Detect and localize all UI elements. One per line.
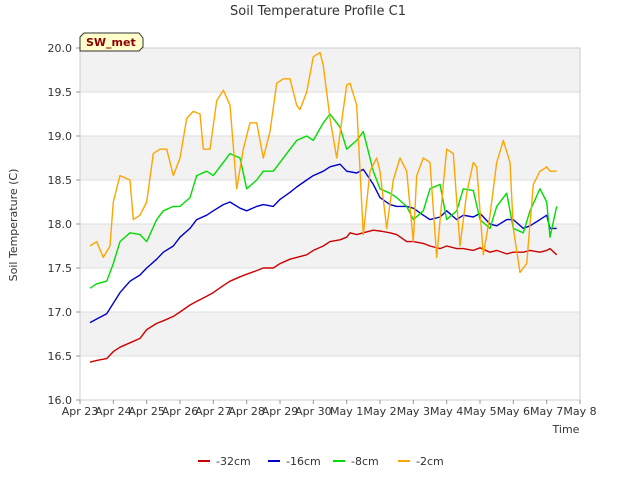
plot-band [80, 136, 580, 180]
x-tick-label: Apr 28 [228, 405, 265, 418]
x-tick-label: May 7 [530, 405, 563, 418]
series-lines [89, 51, 558, 363]
legend-label: -32cm [216, 455, 251, 468]
x-tick-label: May 3 [397, 405, 430, 418]
x-tick-label: May 4 [430, 405, 463, 418]
x-tick-label: Apr 25 [128, 405, 165, 418]
plot-band [80, 180, 580, 224]
legend: -32cm -16cm -8cm -2cm [198, 455, 444, 468]
y-tick-label: 16.0 [48, 394, 73, 407]
x-tick-label: May 1 [330, 405, 363, 418]
legend-item: -8cm [333, 455, 379, 468]
y-tick-label: 17.5 [48, 262, 73, 275]
x-tick-label: May 5 [463, 405, 496, 418]
legend-label: -8cm [351, 455, 379, 468]
station-badge: SW_met [79, 32, 144, 52]
chart-title: Soil Temperature Profile C1 [230, 4, 406, 19]
plot-band [80, 268, 580, 312]
x-tick-label: Apr 30 [295, 405, 332, 418]
x-tick-label: May 6 [497, 405, 530, 418]
y-axis-ticks: 16.0 16.5 17.0 17.5 18.0 18.5 19.0 19.5 20.0 [48, 42, 80, 407]
x-tick-label: May 8 [563, 405, 596, 418]
x-tick-label: Apr 27 [195, 405, 232, 418]
plot-band [80, 356, 580, 400]
station-badge-label: SW_met [86, 36, 136, 49]
plot-bands [80, 48, 580, 400]
y-tick-label: 17.0 [48, 306, 73, 319]
x-tick-label: May 2 [363, 405, 396, 418]
x-tick-label: Apr 23 [62, 405, 99, 418]
y-tick-label: 19.5 [48, 86, 73, 99]
x-tick-label: Apr 26 [162, 405, 199, 418]
y-tick-label: 19.0 [48, 130, 73, 143]
plot-band [80, 48, 580, 92]
x-tick-label: Apr 24 [95, 405, 132, 418]
legend-item: -16cm [268, 455, 321, 468]
series-line-2cm [89, 51, 557, 274]
y-tick-label: 16.5 [48, 350, 73, 363]
legend-label: -2cm [416, 455, 444, 468]
legend-item: -2cm [398, 455, 444, 468]
legend-label: -16cm [286, 455, 321, 468]
y-tick-label: 18.5 [48, 174, 73, 187]
y-axis-title: Soil Temperature (C) [7, 169, 20, 282]
y-tick-label: 18.0 [48, 218, 73, 231]
plot-band [80, 224, 580, 268]
legend-item: -32cm [198, 455, 251, 468]
series-line-16cm [89, 163, 557, 324]
y-tick-label: 20.0 [48, 42, 73, 55]
plot-band [80, 312, 580, 356]
x-tick-label: Apr 29 [262, 405, 299, 418]
x-axis-title: Time [552, 423, 580, 436]
series-line-8cm [89, 113, 558, 289]
